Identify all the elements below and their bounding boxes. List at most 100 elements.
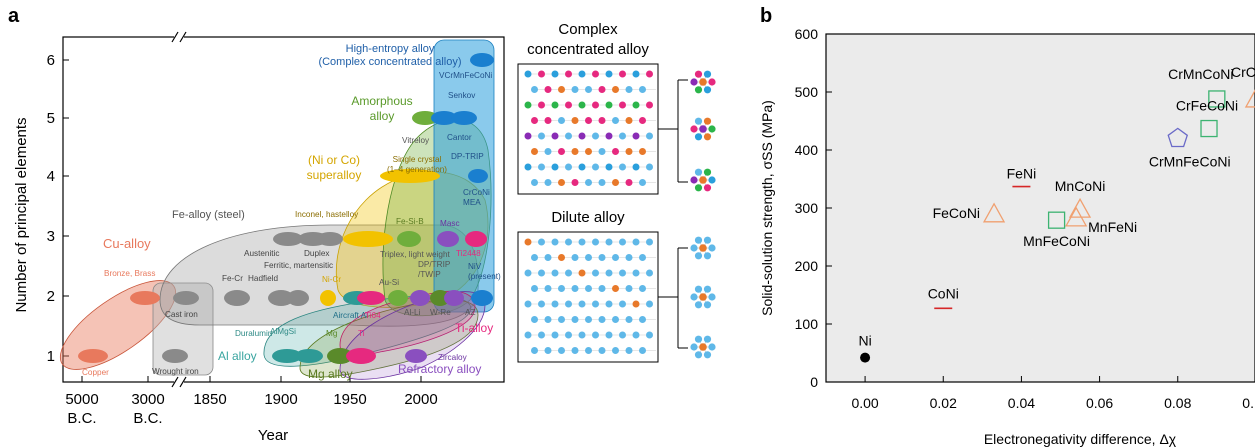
atom (571, 316, 579, 323)
atom (565, 331, 572, 339)
atom (612, 316, 619, 323)
alloy-marker (444, 290, 464, 306)
svg-text:High-entropy alloy: High-entropy alloy (346, 43, 435, 55)
alloy-marker (471, 290, 493, 306)
alloy-marker (431, 111, 457, 125)
y-tick-label: 0 (810, 374, 818, 390)
atom (619, 331, 626, 339)
alloy-label-vitreloy: Vitreloy (402, 136, 430, 145)
atom (558, 285, 565, 292)
atom (605, 331, 613, 339)
svg-text:alloy: alloy (370, 109, 395, 123)
atom (558, 86, 565, 93)
atom (538, 300, 545, 308)
atom (531, 179, 538, 186)
cluster-atom (703, 184, 712, 192)
atom (551, 269, 559, 277)
alloy-label-duplex: Duplex (304, 249, 330, 258)
alloy-label-az: AZ (465, 308, 475, 317)
alloy-label-masc: Masc (440, 219, 460, 228)
alloy-label-triplex: Triplex, light weight (380, 250, 450, 259)
alloy-label-ti: Ti (358, 329, 365, 338)
alloy-label-crconi: CrCoNi (463, 188, 490, 197)
cluster-atom (703, 252, 712, 260)
y-tick-label: 200 (795, 258, 819, 274)
atom (639, 254, 646, 261)
y-tick-label: 100 (795, 316, 819, 332)
region-label-refractory: Refractory alloy (398, 362, 481, 376)
cluster-atom (703, 133, 712, 141)
x-tick-label: 1850 (193, 391, 226, 408)
panel-a-ylabel: Number of principal elements (13, 117, 30, 312)
y-tick-label: 1 (47, 348, 55, 365)
atom (571, 117, 579, 124)
cluster-brackets (658, 79, 688, 349)
atom-clusters (690, 70, 716, 359)
atom (646, 70, 653, 78)
panel-b-y-ticks: 0 100 200 300 400 500 600 (795, 26, 832, 390)
atom (598, 316, 606, 323)
dilute-lattice (524, 238, 656, 354)
point-mnfeni (1065, 206, 1088, 227)
atom (592, 101, 599, 109)
atom (585, 285, 592, 292)
atom (632, 238, 640, 246)
point-label-crmnfeconi: CrMnFeCoNi (1149, 153, 1231, 169)
cluster-atom (694, 285, 703, 293)
atom (646, 163, 653, 171)
alloy-label-dptwip: DP/TRIP (418, 260, 451, 269)
panel-a-frame (62, 36, 505, 383)
atom (585, 179, 592, 186)
alloy-label-single: (1–4 generation) (387, 165, 447, 174)
atom (551, 101, 559, 109)
atom (578, 331, 586, 339)
atom (571, 86, 579, 93)
alloy-label-niv: (present) (468, 272, 501, 281)
region-label-al: Al alloy (218, 349, 257, 363)
atom (571, 254, 579, 261)
region-label-superalloy: (Ni or Co) superalloy (307, 153, 362, 182)
panel-b-xlabel: Electronegativity difference, Δχ (984, 431, 1177, 447)
alloy-label-mg: Mg (326, 329, 338, 338)
atom (605, 101, 613, 109)
cluster-atom (690, 293, 698, 301)
atom (592, 238, 599, 246)
atom (524, 163, 532, 171)
atom (612, 285, 619, 292)
alloy-marker (268, 290, 294, 306)
atom (538, 331, 545, 339)
atom (571, 285, 579, 292)
point-label-mnconi: MnCoNi (1055, 178, 1106, 194)
point-mnfeconi (1047, 211, 1066, 229)
cluster-atom (694, 236, 703, 244)
y-tick-label: 6 (47, 52, 55, 69)
atom (625, 86, 633, 93)
cluster-center-atom (699, 78, 707, 86)
alloy-label-fesib: Fe-Si-B (396, 217, 424, 226)
atom (598, 148, 606, 155)
panel-a-xlabel: Year (258, 427, 288, 444)
atom (565, 101, 572, 109)
atom (544, 316, 552, 323)
y-tick-label: 500 (795, 84, 819, 100)
y-tick-label: 300 (795, 200, 819, 216)
x-tick-label: 0.00 (851, 395, 878, 411)
atom (592, 331, 599, 339)
alloy-label-cantor: Cantor (447, 133, 472, 142)
point-ni (860, 352, 871, 363)
svg-text:superalloy: superalloy (307, 168, 362, 182)
cluster-atom (703, 236, 712, 244)
x-tick-label: 0.10 (1242, 395, 1255, 411)
cluster-atom (703, 168, 712, 176)
cluster-atom (703, 117, 712, 125)
atom (531, 254, 538, 261)
atom (646, 331, 653, 339)
atom (531, 117, 538, 124)
alloy-marker (346, 348, 376, 364)
atom (551, 163, 559, 171)
panel-a: a Number of principal elements Year 1 2 3 4… (8, 5, 505, 444)
alloy-label-dptwip: /TWIP (418, 270, 441, 279)
atom (625, 179, 633, 186)
alloy-marker (357, 291, 385, 305)
